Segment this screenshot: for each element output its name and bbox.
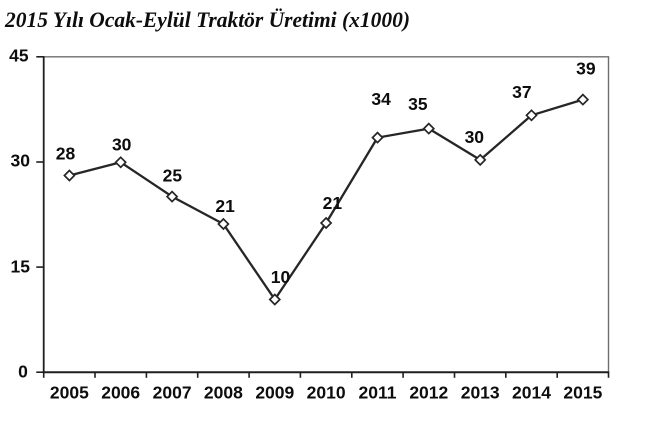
svg-text:2008: 2008 <box>204 383 243 403</box>
svg-text:30: 30 <box>11 151 31 171</box>
svg-text:2007: 2007 <box>153 383 192 403</box>
svg-text:2011: 2011 <box>359 383 397 403</box>
svg-text:0: 0 <box>18 361 28 381</box>
svg-text:2015: 2015 <box>563 383 602 403</box>
svg-text:28: 28 <box>56 144 76 164</box>
svg-text:30: 30 <box>112 134 132 154</box>
svg-text:2010: 2010 <box>307 383 346 403</box>
svg-text:45: 45 <box>9 46 29 66</box>
svg-text:21: 21 <box>323 193 343 213</box>
svg-text:2006: 2006 <box>101 383 140 403</box>
svg-text:2013: 2013 <box>461 383 500 403</box>
svg-text:21: 21 <box>215 196 235 216</box>
svg-text:30: 30 <box>465 127 485 147</box>
svg-text:2014: 2014 <box>512 383 551 403</box>
svg-text:2009: 2009 <box>255 383 294 403</box>
svg-text:2015 Yılı Ocak-Eylül Traktör Ü: 2015 Yılı Ocak-Eylül Traktör Üretimi (x1… <box>4 7 410 32</box>
svg-text:34: 34 <box>371 89 391 109</box>
svg-text:39: 39 <box>576 59 596 79</box>
svg-text:25: 25 <box>163 166 183 186</box>
svg-text:35: 35 <box>408 94 428 114</box>
svg-text:15: 15 <box>11 257 31 277</box>
svg-text:2005: 2005 <box>50 383 89 403</box>
svg-text:2012: 2012 <box>409 383 448 403</box>
svg-text:37: 37 <box>512 82 531 102</box>
svg-text:10: 10 <box>271 267 291 287</box>
